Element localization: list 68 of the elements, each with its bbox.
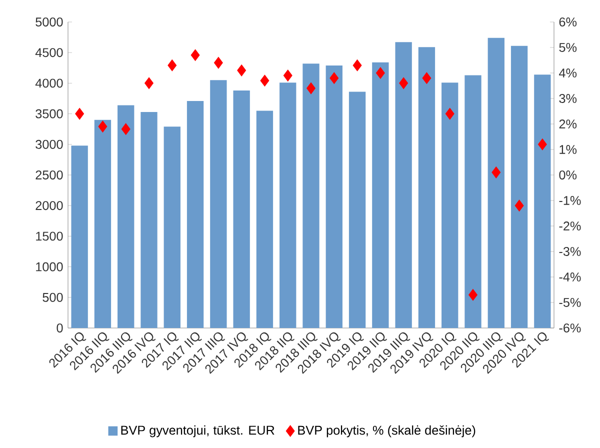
bar bbox=[372, 62, 389, 328]
point bbox=[75, 108, 84, 120]
y-tick-label: 1500 bbox=[36, 232, 63, 241]
y-tick-label: 500 bbox=[42, 292, 63, 302]
y2-tick-label: -4% bbox=[559, 272, 581, 282]
bar bbox=[118, 105, 134, 328]
bar bbox=[534, 74, 551, 328]
y-tick-label: 5000 bbox=[36, 18, 63, 26]
point bbox=[190, 49, 200, 62]
bar bbox=[488, 38, 504, 328]
point bbox=[492, 166, 501, 178]
point bbox=[237, 64, 246, 76]
bar bbox=[210, 80, 227, 328]
point bbox=[144, 77, 154, 90]
point bbox=[306, 82, 316, 94]
bar bbox=[140, 112, 158, 328]
point bbox=[514, 200, 524, 212]
y-tick-label: 0 bbox=[56, 324, 63, 332]
y-tick-label: 3000 bbox=[36, 140, 63, 149]
y2-tick-label: 6% bbox=[559, 18, 577, 26]
bar bbox=[280, 82, 296, 328]
point bbox=[399, 77, 408, 90]
y-tick-label: 2000 bbox=[36, 201, 63, 210]
y-tick-label: 2500 bbox=[36, 170, 63, 180]
bar bbox=[326, 65, 342, 328]
y2-tick-label: 0% bbox=[559, 170, 577, 180]
point bbox=[283, 70, 292, 82]
y2-tick-label: 2% bbox=[559, 120, 577, 128]
legend-label: BVP pokytis, % (skalė dešinėje) bbox=[298, 425, 476, 438]
point bbox=[214, 56, 223, 69]
point bbox=[468, 288, 478, 301]
point bbox=[538, 138, 547, 150]
y-tick-label: 1000 bbox=[36, 262, 63, 272]
bar bbox=[71, 146, 88, 328]
bar bbox=[256, 110, 274, 328]
y-tick-label: 3500 bbox=[36, 109, 63, 118]
bar bbox=[442, 82, 458, 328]
point bbox=[445, 108, 454, 120]
point bbox=[352, 59, 362, 72]
legend-label: BVP gyventojui, tūkst. EUR bbox=[121, 425, 274, 438]
y2-tick-label: -1% bbox=[559, 196, 581, 205]
point bbox=[98, 120, 108, 132]
y-tick-label: 4000 bbox=[35, 78, 63, 88]
y2-tick-label: 3% bbox=[559, 94, 577, 103]
y2-tick-label: 5% bbox=[559, 43, 577, 52]
point bbox=[168, 59, 177, 72]
point bbox=[121, 123, 130, 135]
y-tick-label: 4500 bbox=[35, 48, 63, 58]
bar bbox=[164, 126, 180, 328]
point bbox=[422, 72, 432, 84]
bar bbox=[510, 46, 528, 328]
y2-tick-label: -2% bbox=[559, 222, 581, 230]
bar bbox=[94, 120, 112, 328]
bar bbox=[418, 47, 436, 328]
bar bbox=[464, 75, 482, 328]
point bbox=[376, 67, 385, 79]
bar bbox=[302, 64, 320, 328]
bar bbox=[186, 100, 204, 328]
bar bbox=[348, 92, 366, 328]
y2-tick-label: -5% bbox=[559, 298, 581, 307]
y2-tick-label: -3% bbox=[559, 247, 581, 256]
bar bbox=[233, 90, 250, 328]
point bbox=[260, 74, 270, 86]
y2-tick-label: -6% bbox=[559, 324, 581, 332]
y2-tick-label: 1% bbox=[560, 145, 577, 154]
y2-tick-label: 4% bbox=[559, 68, 577, 78]
bar bbox=[395, 42, 412, 328]
point bbox=[330, 72, 339, 84]
